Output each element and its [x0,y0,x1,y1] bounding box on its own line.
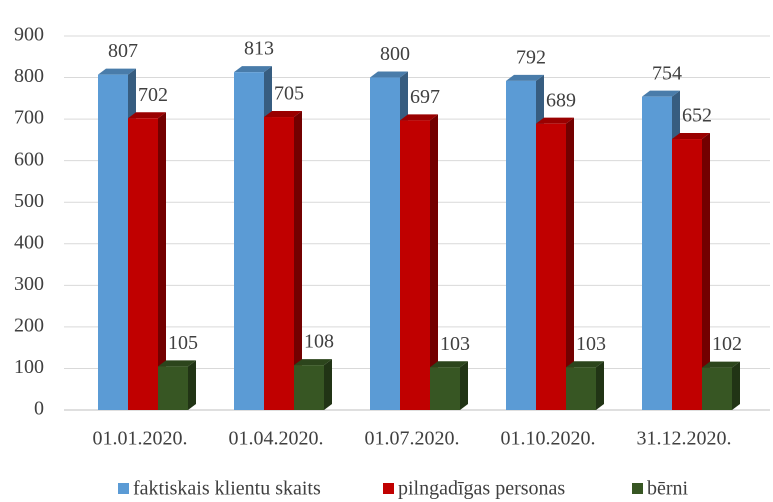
bar-top [506,74,544,81]
x-tick-label: 31.12.2020. [637,428,732,450]
bar-front [642,96,672,410]
legend-label: bērni [647,478,689,500]
legend-swatch [383,483,394,494]
bar-side [324,359,332,410]
bar [566,361,604,410]
bar-front [400,120,430,410]
bar-side [732,361,740,410]
y-tick-label: 400 [14,231,44,253]
bar [536,117,574,410]
data-label: 102 [712,333,742,355]
bar [430,361,468,410]
bar-front [98,74,128,410]
data-label: 103 [576,333,606,355]
data-label: 103 [440,333,470,355]
bar-top [158,360,196,367]
legend-swatch [632,483,643,494]
bar-side [566,117,574,410]
data-label: 705 [274,83,304,105]
x-tick-label: 01.10.2020. [501,428,596,450]
bar-top [642,90,680,97]
y-tick-label: 100 [14,356,44,378]
bar-top [264,111,302,118]
y-tick-label: 700 [14,107,44,129]
bar-top [98,68,136,75]
bar-front [234,72,264,411]
data-label: 108 [304,331,334,353]
bar [158,360,196,410]
bar-front [506,80,536,410]
bar-front [566,367,596,410]
bar [128,112,166,410]
bar-front [370,77,400,411]
data-label: 689 [546,89,576,111]
x-tick-label: 01.07.2020. [365,428,460,450]
bar-front [158,366,188,410]
y-tick-label: 200 [14,314,44,336]
bar-front [264,117,294,411]
data-label: 813 [244,38,274,60]
legend-swatch [118,483,129,494]
bar-side [460,361,468,410]
bar-side [430,114,438,410]
y-tick-label: 500 [14,190,44,212]
bar [264,111,302,411]
bar [400,114,438,410]
bar-top [400,114,438,121]
data-label: 105 [168,332,198,354]
data-label: 754 [652,62,682,84]
bar-top [234,66,272,73]
bar-side [702,133,710,410]
bar-top [702,361,740,368]
y-tick-label: 0 [34,398,44,420]
bar-top [370,71,408,78]
bar-top [536,117,574,124]
x-tick-label: 01.04.2020. [229,428,324,450]
bar-side [596,361,604,410]
bar-top [128,112,166,119]
y-tick-label: 900 [14,24,44,46]
bar-front [536,123,566,410]
y-tick-label: 800 [14,65,44,87]
data-label: 800 [380,43,410,65]
data-label: 652 [682,105,712,127]
y-tick-label: 600 [14,148,44,170]
data-label: 702 [138,84,168,106]
bar-side [294,111,302,411]
bar-front [430,367,460,410]
bar-top [566,361,604,368]
bar [294,359,332,410]
bar [702,361,740,410]
data-label: 807 [108,40,138,62]
legend-label: faktiskais klientu skaits [133,478,321,500]
bar-top [430,361,468,368]
bar-front [128,118,158,410]
data-label: 697 [410,86,440,108]
bar-top [294,359,332,366]
bar [672,133,710,410]
bar-side [188,360,196,410]
bar-front [702,367,732,410]
legend-label: pilngadīgas personas [398,478,565,500]
data-label: 792 [516,46,546,68]
x-tick-label: 01.01.2020. [93,428,188,450]
bar-side [158,112,166,410]
bar-front [672,139,702,410]
y-tick-label: 300 [14,273,44,295]
bar-front [294,365,324,410]
bar-top [672,133,710,140]
